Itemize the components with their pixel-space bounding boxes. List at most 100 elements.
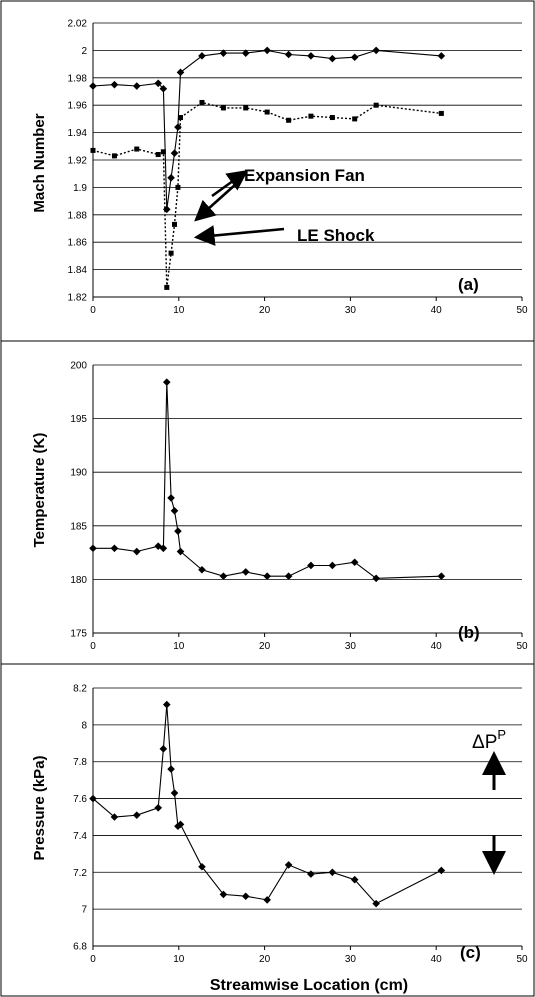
panel-b-xtick-label: 0 xyxy=(90,641,96,652)
panel-c-xtick-label: 40 xyxy=(431,954,443,965)
panel-a-series-1-point xyxy=(110,80,119,89)
panel-a-xtick-label: 40 xyxy=(431,305,443,316)
panel-b-frame xyxy=(0,340,535,665)
panel-a-xtick-label: 0 xyxy=(90,305,96,316)
panel-b-ytick-label: 200 xyxy=(70,361,87,372)
panel-b-xtick-label: 10 xyxy=(173,641,185,652)
panel-c-tag: (c) xyxy=(460,943,481,962)
panel-a-series-2-point xyxy=(286,117,292,123)
panel-c-xtick-label: 30 xyxy=(345,954,357,965)
panel-a-ytick-label: 2 xyxy=(81,46,87,57)
panel-b-series-1-point xyxy=(170,506,179,515)
panel-c-series-1-point xyxy=(241,892,250,901)
panel-c-series-1-point xyxy=(176,820,185,829)
panel-c-series-1-point xyxy=(328,868,337,877)
panel-b-series-1-point xyxy=(176,547,185,556)
panel-b-ytick-label: 195 xyxy=(70,414,87,425)
delta-p-label: ΔPP xyxy=(472,727,506,753)
panel-c-series-1-point xyxy=(167,765,175,773)
panel-b-ytick-label: 190 xyxy=(70,468,87,479)
delta-p-superscript: P xyxy=(497,727,506,742)
panel-b-chart: 175 180 185 190 195 200 0 10 20 30 40 50 xyxy=(70,361,528,653)
panel-c-series-1-point xyxy=(110,813,119,821)
panel-a-ytick-label: 1.92 xyxy=(68,156,88,167)
panel-b-series-1-point xyxy=(328,561,337,570)
panel-b-series-1-point xyxy=(174,527,182,535)
panel-a-series-2-point xyxy=(438,110,444,116)
expansion-fan-arrow xyxy=(194,169,249,222)
panel-a-series-2-point xyxy=(264,109,270,115)
panel-a-series-2-point xyxy=(111,153,117,159)
panel-a-series-1-point xyxy=(176,68,185,77)
panel-a-ytick-label: 1.88 xyxy=(68,210,88,221)
panel-a-ytick-label: 1.98 xyxy=(68,73,88,84)
panel-b-tag: (b) xyxy=(458,623,480,642)
panel-c-ytick-label: 6.8 xyxy=(73,942,87,953)
panel-c-series-1-point xyxy=(162,700,171,709)
panel-b-series-1-point xyxy=(350,558,359,567)
panel-a-series-2-point xyxy=(155,152,161,158)
panel-a-series-2-point xyxy=(90,147,96,153)
panel-a-series-1-point xyxy=(198,52,206,60)
panel-a-series-2-point xyxy=(199,99,205,105)
panel-b-series-1-point xyxy=(241,568,250,576)
panel-b-ytick-label: 185 xyxy=(70,521,87,532)
panel-c-ytick-label: 7.2 xyxy=(73,868,87,879)
panel-c-ylabel: Pressure (kPa) xyxy=(31,755,48,860)
panel-a-series-1-point xyxy=(263,46,271,55)
panel-b-xtick-label: 30 xyxy=(345,641,357,652)
panel-a-series-2-point xyxy=(134,146,140,152)
panel-b-series-1-point xyxy=(110,544,119,553)
panel-b-series-1-point xyxy=(132,547,141,556)
panel-a-series-2-point xyxy=(175,184,181,190)
panel-a-series-1-point xyxy=(350,53,359,62)
panel-a-series-2-point xyxy=(178,115,184,121)
panel-c-series-1-point xyxy=(89,794,97,803)
panel-c-ytick-label: 7.8 xyxy=(73,757,87,768)
panel-a-series-1-point xyxy=(241,49,250,57)
panel-a-ytick-label: 2.02 xyxy=(68,19,88,30)
panel-a-series-1-point xyxy=(159,84,168,93)
panel-a-ytick-label: 1.82 xyxy=(68,293,88,304)
panel-a-series-1-point xyxy=(132,82,141,90)
panel-b-series-1-point xyxy=(284,572,293,580)
panel-c-series-1-point xyxy=(437,866,446,875)
panel-a-series-2-point xyxy=(160,149,166,155)
panel-b-series-1-point xyxy=(307,561,315,570)
panel-a-chart: 1.82 1.84 1.86 1.88 1.9 1.92 1.94 1.96 1.98 2 2.02… xyxy=(68,19,528,317)
panel-a-series-1-point xyxy=(372,46,380,55)
panel-c-xtick-label: 0 xyxy=(90,954,96,965)
panel-b-series-1-point xyxy=(167,494,175,502)
panel-a-series-1-line xyxy=(92,49,442,210)
panel-b-series-1-point xyxy=(89,544,97,553)
panel-a-series-1-point xyxy=(154,79,163,88)
panel-c-series-1-point xyxy=(219,890,228,899)
panel-a-tag: (a) xyxy=(458,275,479,294)
panel-a-ytick-label: 1.84 xyxy=(68,265,88,276)
panel-c-series-1-point xyxy=(350,875,359,884)
panel-b-series-1-point xyxy=(372,574,380,583)
panel-b-xtick-label: 40 xyxy=(431,641,443,652)
panel-a-series-2-point xyxy=(329,115,335,121)
panel-c-ytick-label: 8 xyxy=(81,720,87,731)
panel-a-series-2-point xyxy=(220,105,226,111)
panel-c-ytick-label: 7 xyxy=(81,905,87,916)
panel-a-series-1-point xyxy=(219,49,228,57)
panel-c-series-1-point xyxy=(132,811,141,819)
panel-b-series-1-point xyxy=(263,572,271,580)
panel-a-xtick-label: 50 xyxy=(516,305,528,316)
panel-a-series-2-point xyxy=(373,102,379,108)
panel-c-ytick-label: 7.6 xyxy=(73,794,87,805)
panel-b-series-1-point xyxy=(162,378,171,386)
expansion-fan-label: Expansion Fan xyxy=(244,166,365,185)
panel-c-series-1-point xyxy=(263,896,271,904)
panel-c-frame xyxy=(0,663,535,997)
panel-c-xtick-label: 50 xyxy=(516,954,528,965)
panel-b-xtick-label: 50 xyxy=(516,641,528,652)
panel-a-series-1-point xyxy=(170,149,179,157)
panel-a-series-2-point xyxy=(308,113,314,119)
panel-b-ytick-label: 175 xyxy=(70,629,87,640)
panel-b-series-1-point xyxy=(198,565,206,574)
panel-c-series-1-point xyxy=(372,899,380,908)
